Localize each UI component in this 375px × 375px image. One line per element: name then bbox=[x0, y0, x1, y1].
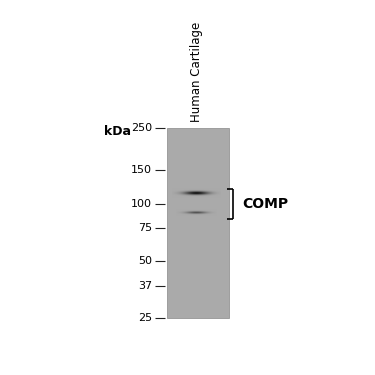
Bar bbox=[167, 128, 229, 318]
Text: kDa: kDa bbox=[104, 125, 130, 138]
Text: 25: 25 bbox=[138, 314, 152, 323]
Text: 100: 100 bbox=[131, 199, 152, 209]
Text: 75: 75 bbox=[138, 223, 152, 232]
Text: 150: 150 bbox=[131, 165, 152, 176]
Text: 250: 250 bbox=[131, 123, 152, 133]
Text: 50: 50 bbox=[138, 256, 152, 266]
Text: COMP: COMP bbox=[242, 197, 288, 211]
Text: Human Cartilage: Human Cartilage bbox=[190, 22, 203, 122]
Text: 37: 37 bbox=[138, 281, 152, 291]
